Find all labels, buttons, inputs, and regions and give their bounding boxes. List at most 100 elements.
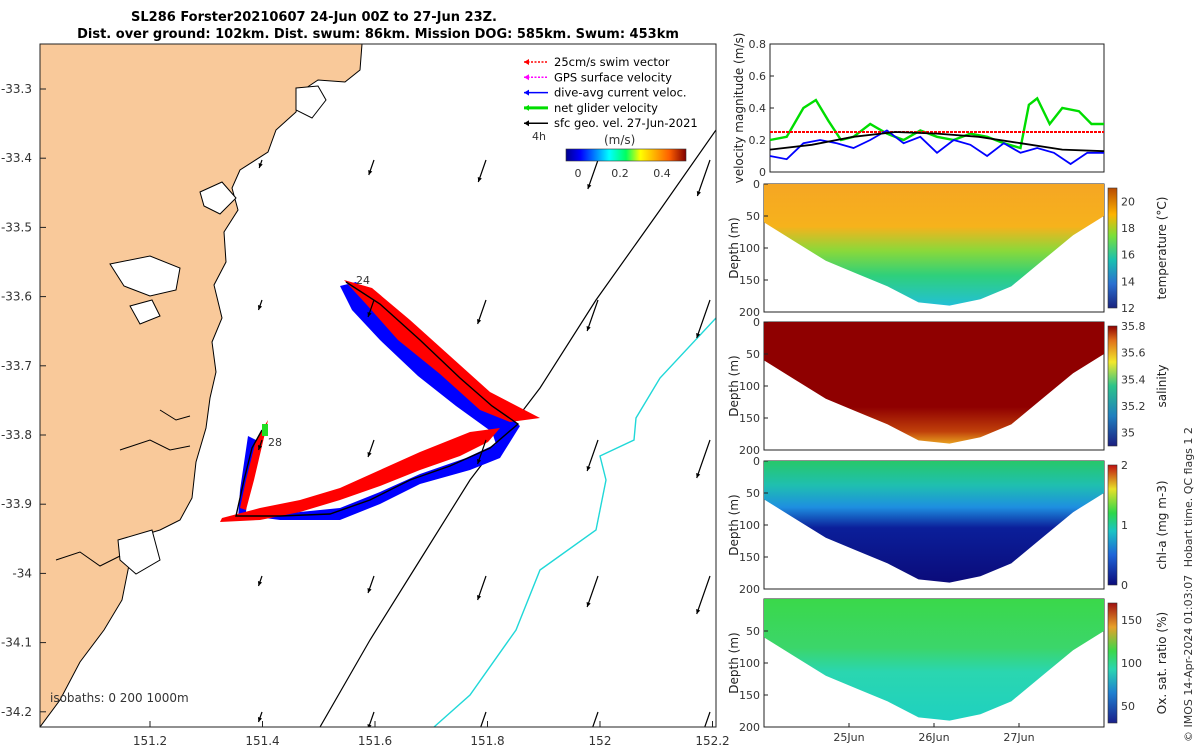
geo-vector [586, 575, 599, 608]
legend-arrowhead [524, 104, 529, 111]
velocity-series-line [769, 96, 1104, 150]
figure-title-line1: SL286 Forster20210607 24-Jun 00Z to 27-J… [131, 10, 497, 25]
qc-flags-text: Hobart time. QC flags 1 2 [1182, 427, 1195, 567]
lon-tick-label: 152.2 [695, 734, 729, 748]
section-ytick-label: 200 [739, 444, 760, 457]
map-panel: 24 28 -33.3-33.4-33.5-33.6-33.7-33.8-33.… [1, 43, 730, 748]
velocity-ytick-label: 0.6 [749, 70, 767, 83]
legend-arrowhead [524, 89, 529, 96]
geo-vector-head [367, 312, 372, 317]
credit-text: © IMOS 14-Apr-2024 01:03:07 [1182, 575, 1195, 742]
legend-entry: GPS surface velocity [554, 70, 672, 84]
geo-vector-head [367, 588, 372, 593]
geo-vector-head [586, 326, 591, 331]
velocity-ytick-label: 0 [759, 166, 766, 179]
section-ytick-label: 0 [753, 455, 760, 468]
geo-vector-head [477, 459, 482, 464]
lat-tick-label: -34 [12, 566, 32, 580]
lat-tick-label: -33.3 [1, 82, 32, 96]
geo-vector-head [696, 609, 701, 614]
section-ytick-label: 150 [739, 412, 760, 425]
section-ytick-label: 50 [746, 487, 760, 500]
velocity-ytick-label: 0.4 [749, 102, 767, 115]
legend-entry: 25cm/s swim vector [554, 55, 670, 69]
colorbar-tick-label: 16 [1121, 249, 1135, 262]
time-label: 4h [532, 130, 546, 143]
isobaths-label: isobaths: 0 200 1000m [50, 691, 189, 705]
geo-vector [586, 439, 599, 472]
velocity-colorbar: 4h (m/s) 0 0.2 0.4 [532, 130, 687, 180]
section-ytick-label: 150 [739, 689, 760, 702]
section-colorbar-label: chl-a (mg m-3) [1155, 480, 1169, 569]
geo-vector [480, 711, 487, 727]
geo-vector [704, 711, 711, 727]
credit-footer: © IMOS 14-Apr-2024 01:03:07 Hobart time.… [1182, 427, 1195, 742]
lon-tick-label: 151.8 [470, 734, 504, 748]
velocity-series-line [769, 129, 1104, 166]
section-colorbar [1107, 325, 1118, 447]
legend-arrowhead [524, 59, 529, 65]
legend-arrowhead [524, 74, 529, 81]
geo-vector-head [696, 473, 701, 478]
colorbar-tick-label: 35.8 [1121, 320, 1146, 333]
section-ylabel: Depth (m) [727, 632, 741, 693]
colorbar-tick-label: 1 [1121, 519, 1128, 532]
colorbar-tick-label: 150 [1121, 614, 1142, 627]
section-xtick-label: 25Jun [833, 731, 864, 744]
geo-vector-head [257, 305, 263, 310]
track-label-end: 28 [268, 436, 282, 449]
geo-vector [696, 575, 711, 615]
section-ytick-label: 200 [739, 306, 760, 319]
geo-vector-head [258, 163, 263, 168]
geo-vector-head [368, 170, 373, 175]
lon-tick-label: 152 [589, 734, 612, 748]
colorbar-tick-label: 12 [1121, 302, 1135, 315]
section-colorbar-label: temperature (°C) [1155, 197, 1169, 300]
section-data-field [764, 184, 1104, 306]
section-ytick-label: 150 [739, 274, 760, 287]
geo-vector-head [696, 333, 701, 338]
legend-arrowhead [524, 120, 529, 127]
colorbar-tick: 0 [575, 167, 582, 180]
map-lon-axis: 151.2 151.4 151.6 151.8 152 152.2 [133, 721, 730, 748]
velocity-ytick-label: 0.8 [749, 38, 767, 51]
colorbar-tick: 0.2 [611, 167, 629, 180]
lon-tick-label: 151.4 [245, 734, 279, 748]
section-ytick-label: 100 [739, 380, 760, 393]
colorbar-tick: 0.4 [653, 167, 671, 180]
lat-tick-label: -34.1 [1, 636, 32, 650]
colorbar-tick-label: 18 [1121, 222, 1135, 235]
geo-vector [696, 159, 711, 197]
section-ytick-label: 50 [746, 625, 760, 638]
section-xtick-label: 27Jun [1003, 731, 1034, 744]
section-data-field [764, 461, 1104, 583]
track-label-start: 24 [356, 274, 370, 287]
velocity-series-line [769, 131, 1105, 153]
section-data-field [764, 322, 1104, 444]
legend-entry: sfc geo. vel. 27-Jun-2021 [554, 116, 698, 130]
colorbar-tick-label: 100 [1121, 657, 1142, 670]
section-ytick-label: 50 [746, 210, 760, 223]
colorbar-tick-label: 2 [1121, 459, 1128, 472]
lat-tick-label: -33.9 [1, 497, 32, 511]
lon-tick-label: 151.2 [133, 734, 167, 748]
geo-vector [587, 159, 599, 190]
section-ytick-label: 100 [739, 242, 760, 255]
geo-vector [696, 299, 711, 339]
legend-entry: dive-avg current veloc. [554, 86, 687, 100]
section-ytick-label: 100 [739, 657, 760, 670]
geo-vector-head [587, 184, 592, 189]
geo-vector-head [257, 717, 263, 722]
section-colorbar-label: salinity [1155, 364, 1169, 407]
geo-vector-head [586, 602, 591, 607]
velocity-ytick-label: 0.2 [749, 134, 767, 147]
section-ytick-label: 200 [739, 583, 760, 596]
geo-vector-head [477, 319, 482, 324]
colorbar-tick-label: 20 [1121, 195, 1135, 208]
section-ytick-label: 150 [739, 551, 760, 564]
lat-tick-label: -33.8 [1, 428, 32, 442]
lat-tick-label: -33.6 [1, 290, 32, 304]
lat-tick-label: -34.2 [1, 705, 32, 719]
